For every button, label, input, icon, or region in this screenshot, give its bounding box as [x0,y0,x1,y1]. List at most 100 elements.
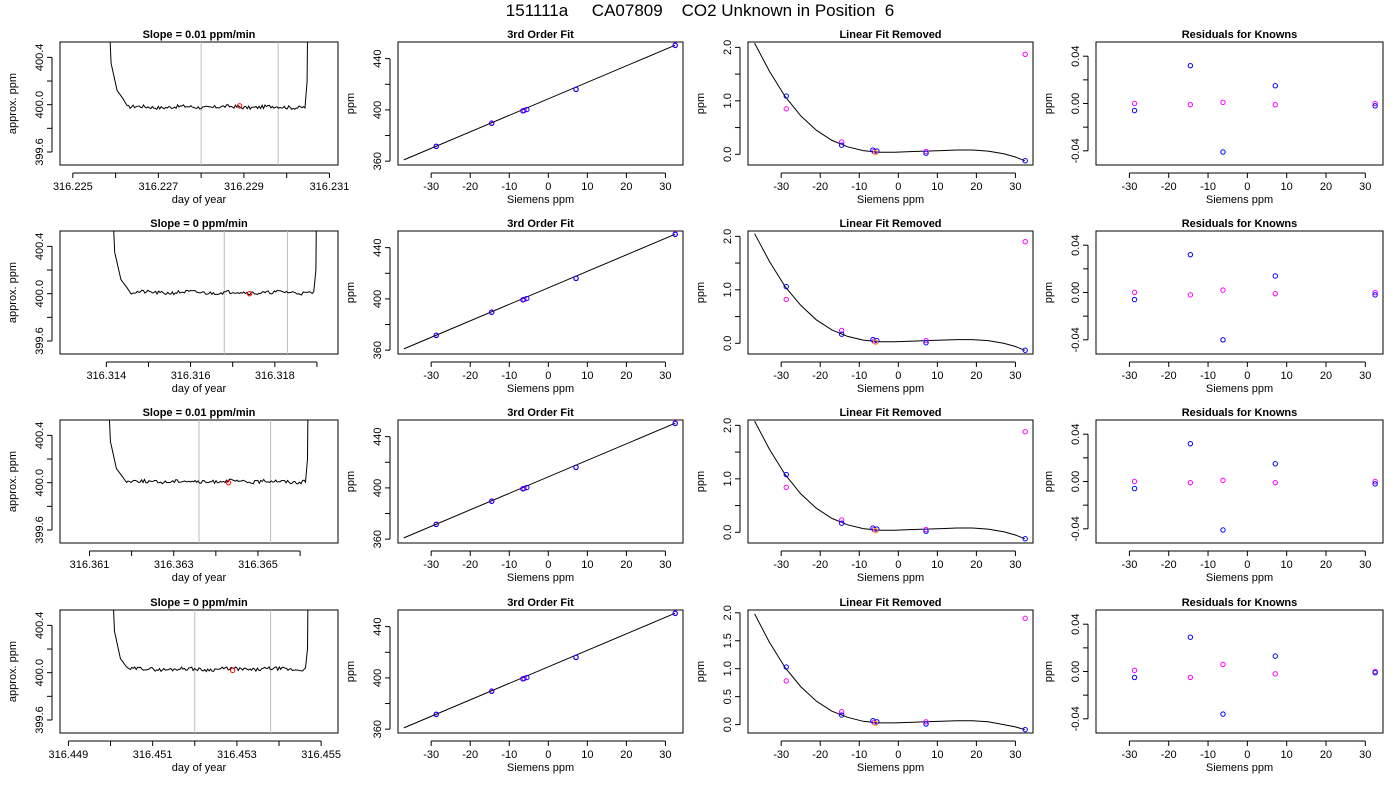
x-tick-label: 316.227 [138,181,178,193]
y-tick-label: 1.0 [722,282,734,297]
plot-area [109,42,308,165]
y-tick-label: 0.00 [1070,471,1082,492]
fit-line [403,422,676,539]
x-axis-label: day of year [172,572,227,584]
x-tick-label: 0 [895,181,901,193]
y-tick-label: 399.6 [34,516,46,544]
magenta-point [783,484,789,491]
blue-point [1220,527,1226,533]
magenta-point [1187,479,1194,486]
panel-r2-c2: Linear Fit Removed -30 -20 -10 0 10 20 30 Siemen… [695,407,1034,584]
plot-frame [747,230,1034,355]
x-tick-label: 20 [970,559,982,571]
x-tick-label: -30 [1121,181,1137,193]
panel-title: 3rd Order Fit [507,29,574,41]
blue-point [1187,440,1194,447]
x-tick-label: -20 [812,370,828,382]
fit-line [403,612,676,729]
y-tick-label: 360 [372,341,384,359]
y-axis-label: approx. ppm [7,262,19,323]
x-axis-label: Siemens ppm [507,762,574,774]
x-tick-label: 10 [1281,749,1293,761]
magenta-point [1272,671,1278,677]
blue-point [573,275,579,282]
plot-frame [397,609,684,734]
x-tick-label: -20 [1161,559,1177,571]
plot-area [754,613,1028,733]
y-tick-label: 2.0 [722,229,734,244]
y-tick-label: 360 [372,152,384,170]
x-tick-label: 20 [1320,181,1332,193]
x-tick-label: 316.316 [171,370,211,382]
x-tick-label: -10 [501,181,517,193]
plot-area [113,610,309,733]
plot-area [1131,634,1378,717]
y-tick-label: -0.04 [1070,516,1082,541]
x-tick-label: 10 [1281,370,1293,382]
blue-point [1022,158,1028,164]
ppm-trace [108,420,309,485]
blue-point [923,721,929,727]
panel-title: Linear Fit Removed [839,218,941,230]
x-axis-label: day of year [172,194,227,206]
x-axis-label: Siemens ppm [857,194,924,206]
magenta-point [1131,100,1138,107]
y-tick-label: -0.04 [1070,138,1082,163]
blue-point [1131,674,1138,681]
x-tick-label: 20 [1320,559,1332,571]
y-tick-label: 400 [372,101,384,119]
x-tick-label: -20 [1161,749,1177,761]
x-tick-label: 10 [1281,559,1293,571]
blue-point [1220,149,1226,155]
plot-frame [1095,419,1384,544]
panel-title: Linear Fit Removed [839,407,941,419]
y-tick-label: -0.04 [1070,706,1082,731]
x-tick-label: -10 [501,749,517,761]
x-tick-label: 316.363 [154,559,194,571]
blue-point [1187,251,1194,258]
x-tick-label: 10 [581,181,593,193]
y-axis-label: ppm [1043,93,1055,114]
blue-point [433,143,439,150]
blue-point [1022,536,1028,542]
x-tick-label: 316.225 [53,181,93,193]
blue-point [923,150,929,156]
plot-area [754,233,1028,353]
magenta-point [923,337,929,344]
panel-r0-c3: Residuals for Knowns -30 -20 -10 0 10 20 30 Siem… [1043,29,1384,206]
plot-area [1131,251,1378,343]
plot-frame [397,230,684,355]
plot-frame [747,419,1034,544]
magenta-point [1272,101,1278,108]
x-tick-label: -30 [423,370,439,382]
panel-title: Residuals for Knowns [1182,29,1298,41]
y-axis-label: ppm [695,282,707,303]
x-tick-label: 20 [970,749,982,761]
magenta-point [923,526,929,533]
y-tick-label: 0.00 [1070,661,1082,682]
plot-area [108,420,309,543]
y-tick-label: 400.4 [34,422,46,450]
x-tick-label: 316.229 [224,181,264,193]
x-tick-label: -30 [773,181,789,193]
x-tick-label: 30 [1359,749,1371,761]
x-tick-label: 30 [659,370,671,382]
y-tick-label: 400.4 [34,612,46,640]
x-tick-label: 30 [1009,181,1021,193]
plot-frame [59,230,339,355]
blue-point [488,498,495,505]
x-tick-label: 316.453 [217,749,257,761]
plot-area [754,42,1028,164]
y-tick-label: 400 [372,479,384,497]
x-tick-label: 10 [581,749,593,761]
blue-point [1022,347,1028,353]
panel-title: Residuals for Knowns [1182,407,1298,419]
panel-r3-c0: Slope = 0 ppm/min 316.449 316.451 316.453 31… [7,597,341,774]
y-axis-label: ppm [1043,471,1055,492]
x-tick-label: 10 [1281,181,1293,193]
x-axis-label: Siemens ppm [1206,572,1273,584]
blue-point [524,295,530,302]
orange-point [872,150,879,156]
fit-curve [754,613,1025,731]
y-tick-label: 400.0 [34,91,46,119]
